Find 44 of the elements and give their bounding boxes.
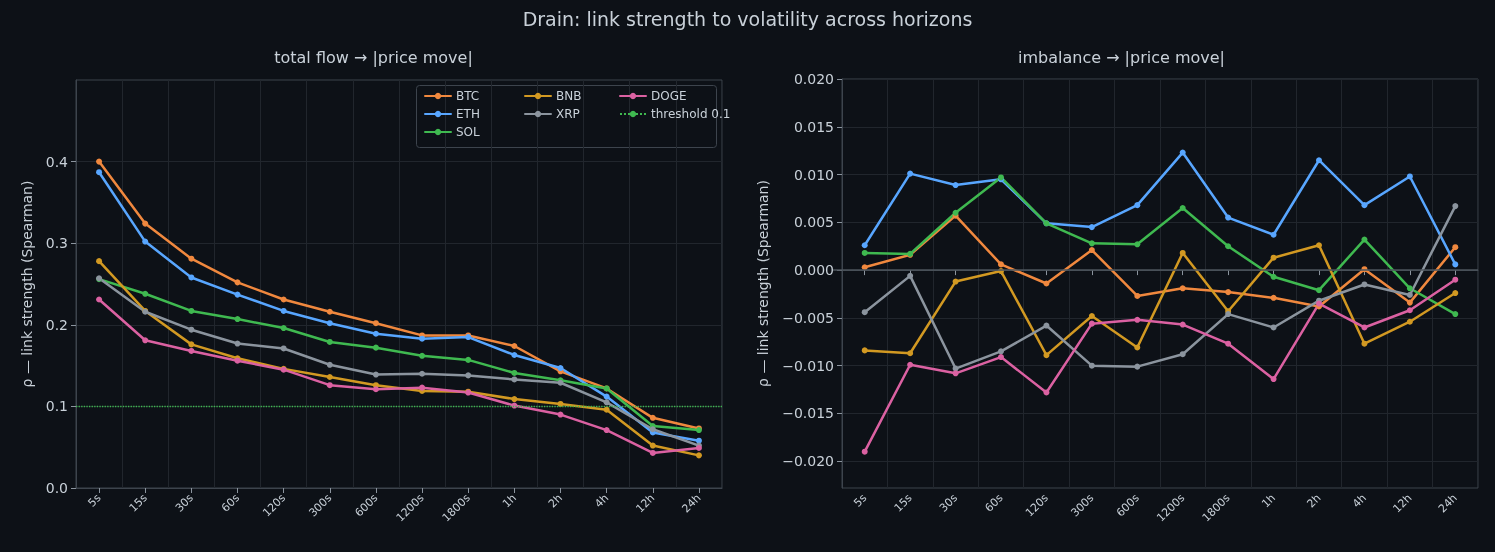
chart-title: total flow → |price move| <box>274 47 473 67</box>
y-tick-label: −0.005 <box>782 309 834 326</box>
x-tick-label: 4h <box>1349 491 1370 511</box>
text: Drain: link strength to volatility across horizons <box>521 8 974 30</box>
y-tick-label: 0.015 <box>793 118 834 135</box>
legend-label: threshold 0.1 <box>651 107 731 121</box>
y-tick-label: −0.015 <box>782 405 834 422</box>
legend-label: DOGE <box>651 89 687 103</box>
y-tick-label: −0.010 <box>782 357 834 374</box>
x-tick-label: 30s <box>172 491 197 515</box>
y-tick-label: 0.2 <box>45 316 68 333</box>
legend-label: BNB <box>556 89 582 103</box>
chart-title: imbalance → |price move| <box>1018 47 1225 67</box>
x-tick-label: 5s <box>851 491 870 510</box>
x-tick-label: 12h <box>1390 491 1415 516</box>
x-tick-label: 12h <box>633 491 658 516</box>
x-tick-label: 15s <box>891 491 915 515</box>
x-tick-label: 15s <box>126 491 150 515</box>
x-tick-label: 60s <box>982 491 1006 515</box>
y-tick-label: 0.1 <box>45 398 68 415</box>
x-tick-label: 30s <box>937 491 961 515</box>
x-tick-label: 2h <box>546 491 566 511</box>
y-tick-label: 0.000 <box>793 262 834 279</box>
legend-label: SOL <box>456 125 481 139</box>
y-axis-title: ρ — link strength (Spearman) <box>755 180 771 387</box>
legend-label: ETH <box>456 107 480 121</box>
y-tick-label: 0.4 <box>45 153 69 170</box>
y-tick-label: 0.020 <box>793 71 834 87</box>
x-tick-label: 24h <box>1435 491 1460 516</box>
x-tick-label: 4h <box>592 491 612 511</box>
x-tick-label: 1h <box>1259 491 1279 511</box>
legend-label: BTC <box>456 89 480 103</box>
x-tick-label: 60s <box>218 491 243 515</box>
x-tick-label: 24h <box>679 491 704 516</box>
x-tick-label: 2h <box>1304 491 1324 511</box>
legend-label: XRP <box>556 107 580 121</box>
x-tick-label: 1h <box>499 491 519 511</box>
y-tick-label: 0.005 <box>793 214 834 231</box>
y-tick-label: 0.010 <box>793 166 834 183</box>
y-tick-label: 0.3 <box>45 235 68 252</box>
y-axis-title: ρ — link strength (Spearman) <box>19 180 35 388</box>
y-tick-label: 0.0 <box>45 480 68 496</box>
x-tick-label: 5s <box>85 491 104 510</box>
y-tick-label: −0.020 <box>782 453 834 470</box>
